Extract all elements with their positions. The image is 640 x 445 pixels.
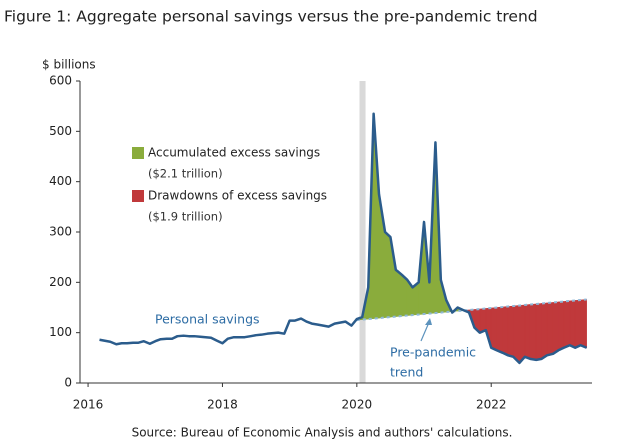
drawdown-area: [558, 301, 565, 351]
drawdown-area: [541, 302, 548, 360]
trend-label: Pre-pandemic: [390, 345, 476, 360]
legend-note: ($2.1 trillion): [148, 167, 223, 181]
excess-area: [384, 231, 391, 318]
y-tick-label: 200: [49, 275, 72, 289]
y-tick-label: 300: [49, 225, 72, 239]
trend-label: trend: [390, 365, 423, 380]
x-tick-label: 2020: [342, 398, 373, 412]
legend-swatch: [132, 147, 144, 159]
excess-area: [401, 274, 408, 317]
excess-area: [395, 269, 403, 317]
drawdown-area: [513, 305, 520, 364]
x-tick-label: 2018: [207, 398, 238, 412]
legend-swatch: [132, 190, 144, 202]
y-tick-label: 100: [49, 325, 72, 339]
source: Source: Bureau of Economic Analysis and …: [132, 426, 513, 440]
drawdown-area: [529, 303, 537, 361]
drawdown-area: [546, 302, 554, 356]
savings-line: [99, 112, 588, 365]
legend-label: Drawdowns of excess savings: [148, 189, 327, 203]
drawdown-area: [519, 304, 526, 364]
y-axis-label: $ billions: [42, 58, 96, 72]
trend-arrowhead: [425, 318, 432, 325]
drawdown-area: [502, 306, 509, 356]
drawdown-area: [524, 304, 531, 360]
legend-note: ($1.9 trillion): [148, 210, 223, 224]
drawdown-area: [479, 308, 487, 334]
drawdown-area: [580, 299, 587, 349]
y-tick-label: 500: [49, 124, 72, 138]
drawdown-area: [552, 301, 559, 355]
drawdown-area: [490, 307, 497, 351]
x-tick-label: 2016: [73, 398, 104, 412]
y-tick-label: 600: [49, 74, 72, 88]
x-tick-label: 2022: [476, 398, 507, 412]
drawdown-area: [507, 305, 514, 358]
legend-label: Accumulated excess savings: [148, 146, 320, 160]
shaded-period: [359, 81, 366, 383]
plot: 0 100 200 300 400 500 600 2016 2018 2020 2022 Perso…: [49, 74, 592, 412]
drawdown-area: [563, 300, 571, 349]
series-label: Personal savings: [155, 312, 260, 327]
drawdown-area: [574, 299, 581, 349]
drawdown-area: [535, 303, 542, 361]
drawdown-area: [496, 306, 503, 354]
drawdown-area: [569, 300, 576, 349]
chart-title: Figure 1: Aggregate personal savings ver…: [4, 8, 538, 26]
y-tick-label: 0: [64, 376, 72, 390]
trend-line: [356, 298, 587, 322]
y-tick-label: 400: [49, 174, 72, 188]
